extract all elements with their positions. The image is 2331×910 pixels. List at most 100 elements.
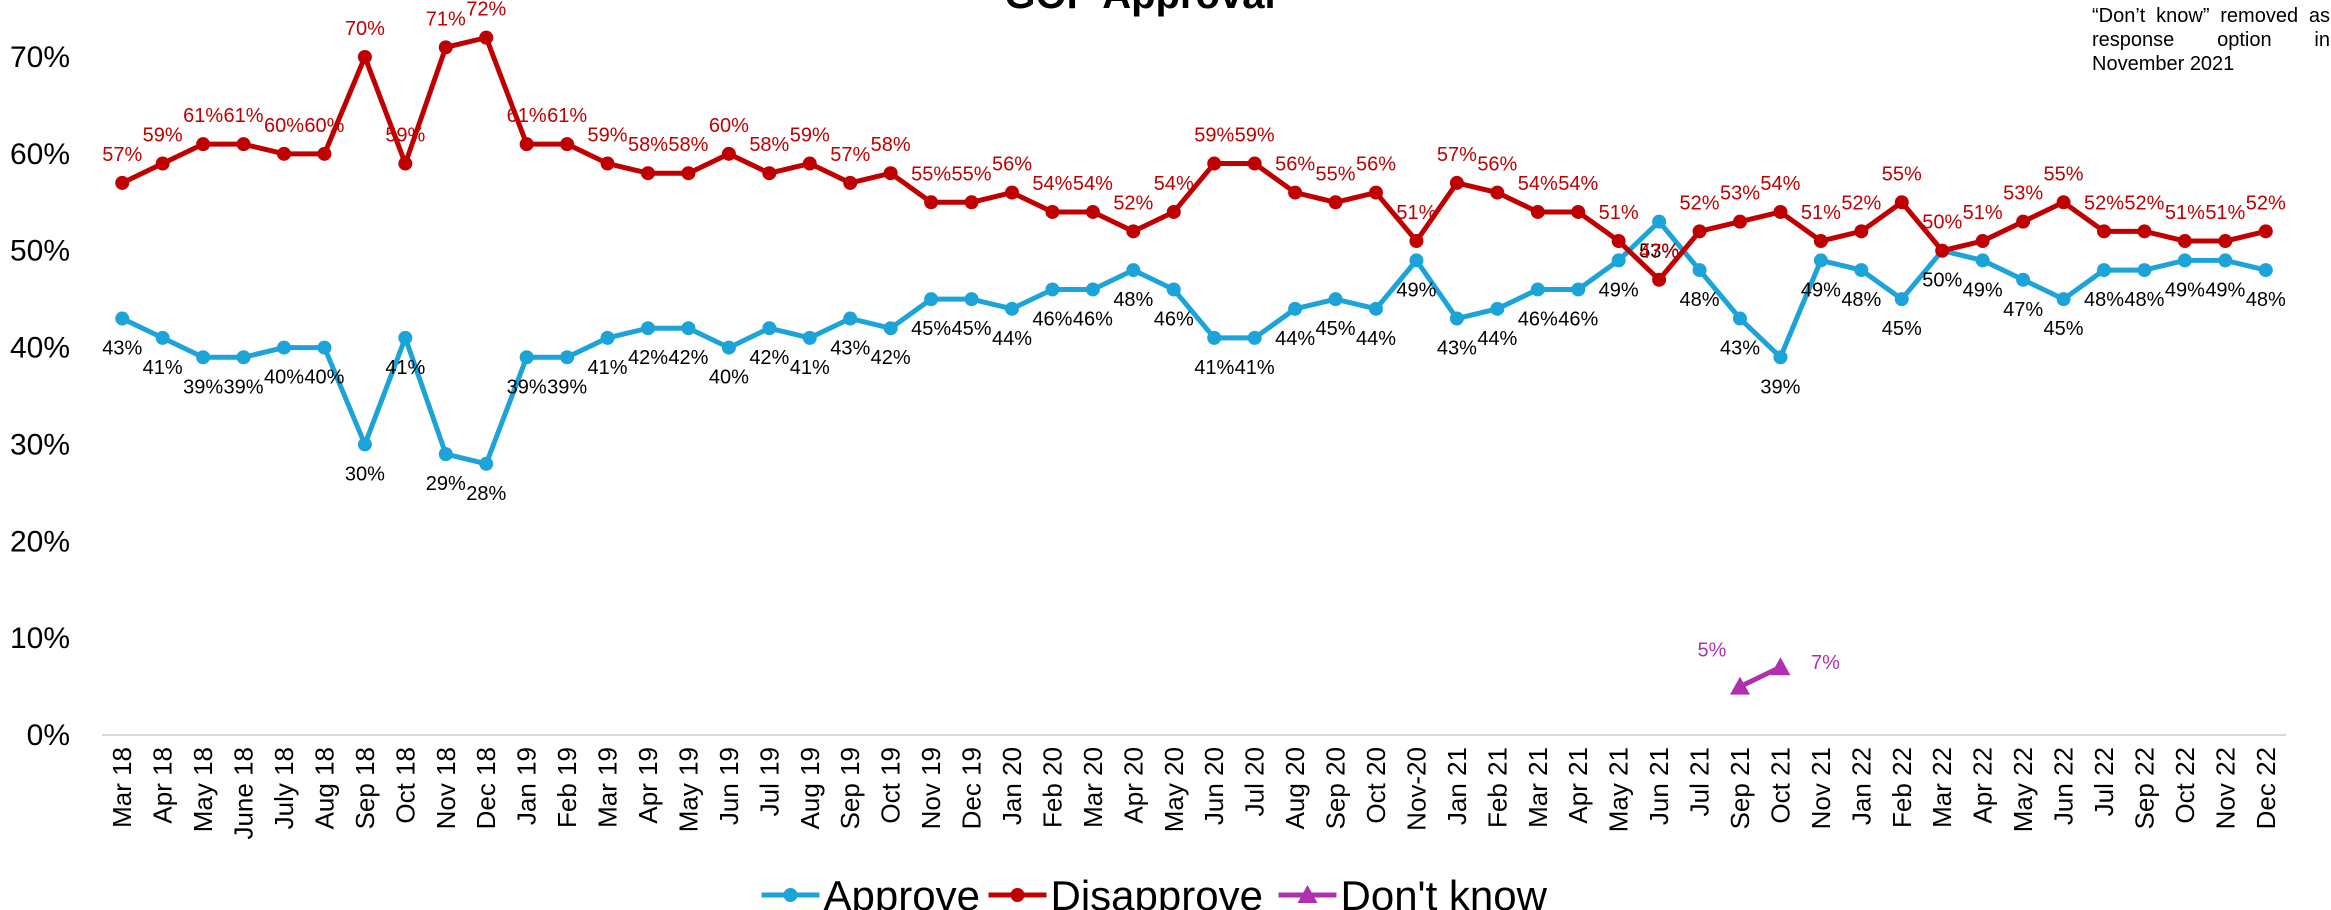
x-tick-label: May 21	[1604, 747, 1634, 832]
marker	[964, 292, 979, 307]
legend-label: Disapprove	[1051, 872, 1263, 910]
marker	[1207, 156, 1222, 171]
x-tick-label: Feb 19	[552, 747, 582, 828]
data-label: 43%	[830, 338, 870, 360]
data-label: 48%	[1113, 289, 1153, 311]
data-label: 56%	[1275, 154, 1315, 176]
marker	[560, 350, 575, 365]
data-label: 51%	[1801, 202, 1841, 224]
data-label: 49%	[1963, 279, 2003, 301]
marker	[600, 330, 615, 345]
marker	[681, 166, 696, 181]
marker	[2177, 253, 2192, 268]
data-label: 41%	[1235, 357, 1275, 379]
data-label: 61%	[547, 105, 587, 127]
marker	[277, 146, 291, 161]
data-label: 49%	[1599, 279, 1639, 301]
data-label: 51%	[2165, 202, 2205, 224]
marker	[438, 447, 453, 462]
marker	[641, 321, 655, 336]
data-label: 59%	[588, 125, 628, 147]
x-tick-label: Nov 21	[1806, 747, 1836, 829]
data-label: 5%	[1698, 640, 1727, 662]
data-label: 57%	[102, 144, 142, 166]
x-tick-label: Dec 19	[957, 747, 987, 829]
data-label: 29%	[426, 473, 466, 495]
chart-title: GOP Approval	[1004, 0, 1275, 17]
marker	[196, 350, 211, 365]
marker	[277, 340, 291, 355]
x-tick-label: Sep 20	[1321, 747, 1351, 829]
data-label: 55%	[1882, 163, 1922, 185]
marker	[1770, 657, 1791, 676]
marker	[1854, 224, 1869, 239]
marker	[1530, 204, 1545, 219]
data-label: 45%	[1316, 318, 1356, 340]
marker	[843, 175, 858, 190]
x-tick-label: Jun 20	[1199, 747, 1229, 825]
data-label: 59%	[790, 125, 830, 147]
x-tick-label: Sep 18	[350, 747, 380, 829]
data-label: 41%	[1194, 357, 1234, 379]
data-label: 58%	[668, 134, 708, 156]
marker	[398, 156, 413, 171]
marker	[2097, 263, 2111, 278]
data-label: 56%	[992, 154, 1032, 176]
x-tick-label: Mar 18	[107, 747, 137, 828]
marker	[883, 166, 898, 181]
data-label: 49%	[1396, 279, 1436, 301]
marker	[560, 137, 575, 152]
data-label: 42%	[749, 347, 789, 369]
marker	[1449, 175, 1464, 190]
marker	[1652, 272, 1667, 287]
x-tick-label: Oct 21	[1765, 747, 1795, 824]
data-label: 51%	[1599, 202, 1639, 224]
marker	[479, 30, 494, 45]
data-label: 43%	[102, 338, 142, 360]
legend-marker	[1297, 885, 1318, 903]
data-label: 47%	[2003, 299, 2043, 321]
x-tick-label: May 22	[2008, 747, 2038, 832]
x-tick-label: Apr 20	[1118, 747, 1148, 824]
data-label: 44%	[1356, 328, 1396, 350]
data-label: 53%	[1639, 241, 1679, 263]
marker	[1045, 282, 1060, 297]
data-label: 40%	[709, 367, 749, 389]
data-label: 39%	[1760, 376, 1800, 398]
data-label: 61%	[224, 105, 264, 127]
data-label: 44%	[1275, 328, 1315, 350]
y-tick-label: 30%	[10, 428, 70, 461]
data-label: 52%	[1680, 192, 1720, 214]
marker	[398, 330, 413, 345]
marker	[600, 156, 615, 171]
data-label: 52%	[2084, 192, 2124, 214]
data-label: 61%	[507, 105, 547, 127]
marker	[196, 137, 211, 152]
x-tick-label: Oct 22	[2170, 747, 2200, 824]
marker	[1854, 263, 1869, 278]
marker	[519, 137, 534, 152]
marker	[1813, 234, 1828, 249]
x-tick-label: Feb 22	[1887, 747, 1917, 828]
data-label: 42%	[668, 347, 708, 369]
marker	[1328, 195, 1343, 210]
data-label: 42%	[628, 347, 668, 369]
data-label: 59%	[1235, 125, 1275, 147]
data-label: 48%	[2084, 289, 2124, 311]
y-tick-label: 20%	[10, 525, 70, 558]
marker	[843, 311, 858, 326]
data-label: 54%	[1518, 173, 1558, 195]
data-label: 57%	[830, 144, 870, 166]
data-label: 48%	[2124, 289, 2164, 311]
marker	[1288, 301, 1303, 316]
x-tick-label: Feb 21	[1482, 747, 1512, 828]
data-label: 52%	[1113, 192, 1153, 214]
marker	[721, 340, 736, 355]
marker	[2097, 224, 2111, 239]
marker	[1409, 234, 1424, 249]
marker	[155, 330, 170, 345]
x-tick-label: May 19	[673, 747, 703, 832]
marker	[2056, 195, 2071, 210]
data-label: 56%	[1356, 154, 1396, 176]
x-tick-label: May 18	[188, 747, 218, 832]
